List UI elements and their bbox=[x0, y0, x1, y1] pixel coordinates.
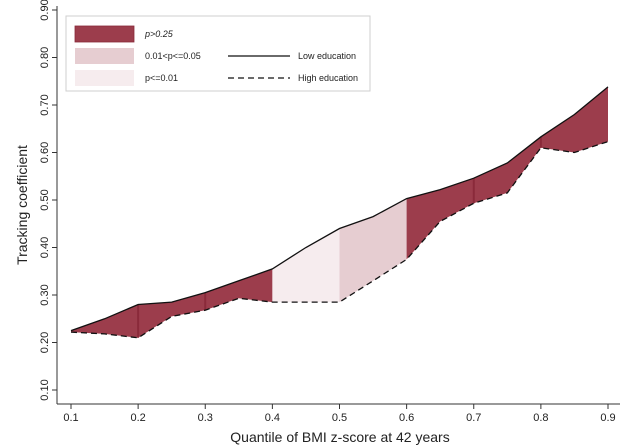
y-tick-label: 0.10 bbox=[39, 379, 51, 400]
shaded-band-4 bbox=[406, 86, 608, 260]
x-tick-label: 0.7 bbox=[466, 412, 481, 424]
axis-ticks: 0.1 0.2 0.3 0.4 0.5 0.6 0.7 0.8 0.9 0.10 0.20 0.30 0… bbox=[39, 0, 616, 424]
series-lines bbox=[70, 86, 609, 339]
shaded-band-3 bbox=[339, 198, 407, 303]
legend-label-p-001-005: 0.01<p<=0.05 bbox=[145, 51, 201, 61]
x-tick-label: 0.6 bbox=[399, 412, 414, 424]
shaded-band-1 bbox=[71, 268, 273, 338]
x-tick-label: 0.2 bbox=[130, 412, 145, 424]
y-tick-label: 0.70 bbox=[39, 94, 51, 115]
legend-label-p-gt-025: p>0.25 bbox=[144, 29, 174, 39]
shaded-bands bbox=[71, 86, 608, 338]
y-tick-label: 0.90 bbox=[39, 0, 51, 21]
y-tick-label: 0.80 bbox=[39, 47, 51, 68]
x-tick-label: 0.4 bbox=[265, 412, 280, 424]
y-tick-label: 0.60 bbox=[39, 142, 51, 163]
legend-swatch-p-001-005 bbox=[75, 48, 134, 64]
y-tick-label: 0.50 bbox=[39, 189, 51, 210]
y-tick-label: 0.30 bbox=[39, 284, 51, 305]
band-dividers bbox=[137, 136, 542, 338]
x-tick-label: 0.1 bbox=[63, 412, 78, 424]
legend-label-p-le-001: p<=0.01 bbox=[145, 73, 178, 83]
series-line-low-education bbox=[70, 86, 609, 332]
legend: p>0.25 0.01<p<=0.05 p<=0.01 Low educatio… bbox=[65, 15, 371, 92]
axes bbox=[56, 6, 620, 405]
y-axis-title: Tracking coefficient bbox=[14, 145, 30, 265]
legend-swatch-p-le-001 bbox=[75, 70, 134, 86]
x-axis-title: Quantile of BMI z-score at 42 years bbox=[230, 429, 449, 445]
legend-label-low-education: Low education bbox=[298, 51, 356, 61]
x-tick-label: 0.8 bbox=[533, 412, 548, 424]
shaded-band-2 bbox=[272, 228, 340, 303]
x-tick-label: 0.3 bbox=[198, 412, 213, 424]
legend-label-high-education: High education bbox=[298, 73, 358, 83]
x-tick-label: 0.9 bbox=[600, 412, 615, 424]
x-tick-label: 0.5 bbox=[332, 412, 347, 424]
series-line-high-education bbox=[70, 140, 609, 339]
legend-swatch-p-gt-025 bbox=[74, 25, 135, 43]
y-tick-label: 0.40 bbox=[39, 237, 51, 258]
y-tick-label: 0.20 bbox=[39, 332, 51, 353]
